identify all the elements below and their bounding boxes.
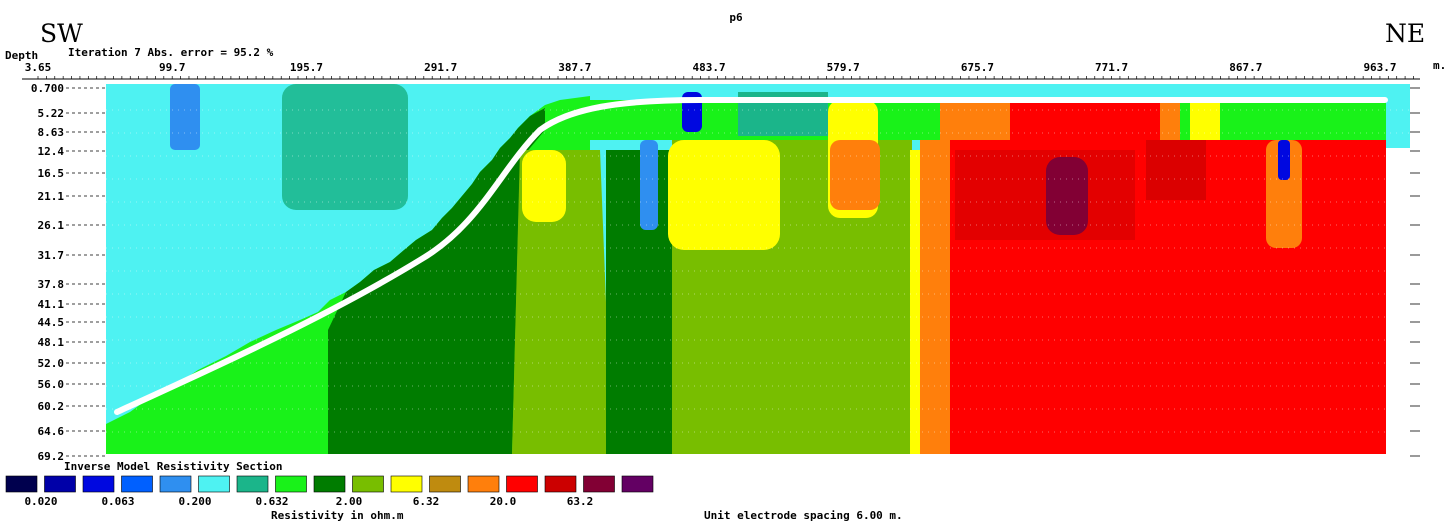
legend-swatch xyxy=(506,475,538,493)
zone-yellow-1 xyxy=(522,150,566,222)
zone-olive-1 xyxy=(512,150,612,454)
legend-swatch xyxy=(236,475,269,493)
legend-value-label: 63.2 xyxy=(567,495,594,508)
x-tick-label: 483.7 xyxy=(692,61,725,74)
legend-axis-label: Resistivity in ohm.m xyxy=(271,509,404,522)
legend-swatch xyxy=(467,475,500,493)
x-tick-label: 387.7 xyxy=(558,61,591,74)
unit-spacing-text: Unit electrode spacing 6.00 m. xyxy=(704,509,903,522)
depth-axis-label: Depth xyxy=(5,49,38,62)
y-tick-label: 52.0 xyxy=(38,357,65,370)
y-tick-label: 0.700 xyxy=(31,82,64,95)
legend-swatch xyxy=(390,475,423,493)
zone-blue-anomaly-1 xyxy=(640,140,658,230)
legend-swatch xyxy=(198,475,230,493)
y-tick-label: 60.2 xyxy=(38,400,65,413)
y-tick-label: 41.1 xyxy=(38,298,65,311)
x-axis-ticks xyxy=(37,76,1414,79)
x-tick-label: 867.7 xyxy=(1229,61,1262,74)
y-tick-label: 26.1 xyxy=(38,219,65,232)
y-tick-label: 69.2 xyxy=(38,450,65,463)
zone-teal-plume xyxy=(282,84,408,210)
zone-orange-2 xyxy=(1266,140,1302,248)
y-tick-label: 8.63 xyxy=(38,126,65,139)
legend-value-label: 0.632 xyxy=(255,495,288,508)
y-tick-label: 12.4 xyxy=(38,145,65,158)
legend-swatch xyxy=(5,475,38,493)
section-title: Inverse Model Resistivity Section xyxy=(64,460,283,473)
x-tick-label: 291.7 xyxy=(424,61,457,74)
legend-value-label: 2.00 xyxy=(336,495,363,508)
legend-value-label: 0.063 xyxy=(101,495,134,508)
x-tick-label: 963.7 xyxy=(1363,61,1396,74)
chart-title: p6 xyxy=(729,11,743,24)
legend-swatch xyxy=(583,475,615,493)
zone-surface-red xyxy=(1010,100,1160,140)
interpreted-boundary-line xyxy=(114,97,1388,415)
legend-value-label: 0.020 xyxy=(24,495,57,508)
zone-dark-green-column xyxy=(606,150,672,454)
y-tick-label: 56.0 xyxy=(38,378,65,391)
y-tick-label: 16.5 xyxy=(38,167,65,180)
legend-swatch xyxy=(621,475,654,493)
zone-yellow-4 xyxy=(1190,100,1220,140)
zone-orange-1 xyxy=(830,140,880,210)
y-tick-label: 21.1 xyxy=(38,190,65,203)
zone-white-right xyxy=(1386,148,1410,454)
x-tick-label: 771.7 xyxy=(1095,61,1128,74)
y-tick-label: 64.6 xyxy=(38,425,65,438)
y-axis-tick-labels: 0.700 5.22 8.63 12.4 16.5 21.1 26.1 31.7 37.8 41.… xyxy=(31,82,64,463)
zone-red-dark-1 xyxy=(955,150,1135,240)
zone-blue-anomaly-3 xyxy=(1278,140,1290,180)
direction-ne-label: NE xyxy=(1385,19,1425,48)
legend-swatch xyxy=(352,475,384,493)
x-tick-label: 99.7 xyxy=(159,61,186,74)
legend-swatch xyxy=(121,475,153,493)
zone-orange-strip xyxy=(920,140,952,454)
legend-value-label: 20.0 xyxy=(490,495,517,508)
zone-yellow-2 xyxy=(668,140,780,250)
x-tick-label: 579.7 xyxy=(827,61,860,74)
legend-value-label: 6.32 xyxy=(413,495,440,508)
x-tick-label: 675.7 xyxy=(961,61,994,74)
x-tick-label: 3.65 xyxy=(25,61,52,74)
legend-swatches xyxy=(5,475,654,493)
y-axis-ticks xyxy=(66,87,1420,457)
legend-swatch xyxy=(275,475,307,493)
x-unit-label: m. xyxy=(1433,59,1446,72)
legend-swatch xyxy=(82,475,115,493)
y-tick-label: 44.5 xyxy=(38,316,65,329)
x-tick-label: 195.7 xyxy=(290,61,323,74)
y-tick-label: 37.8 xyxy=(38,278,65,291)
direction-sw-label: SW xyxy=(40,19,83,48)
electrode-dot-grid xyxy=(106,109,1410,433)
zone-yellow-strip xyxy=(910,150,922,454)
legend-value-labels: 0.020 0.063 0.200 0.632 2.00 6.32 20.0 63.2 xyxy=(24,495,593,508)
x-axis-tick-labels: 3.65 99.7 195.7 291.7 387.7 483.7 579.7 675.7 77… xyxy=(25,61,1397,74)
y-tick-label: 48.1 xyxy=(38,336,65,349)
legend-swatch xyxy=(429,475,461,493)
legend-swatch xyxy=(544,475,577,493)
y-tick-label: 5.22 xyxy=(38,107,65,120)
zone-purple-anomaly xyxy=(1046,157,1088,235)
resistivity-section xyxy=(106,84,1410,454)
y-tick-label: 31.7 xyxy=(38,249,65,262)
legend-swatch xyxy=(159,475,192,493)
legend-swatch xyxy=(44,475,76,493)
iteration-text: Iteration 7 Abs. error = 95.2 % xyxy=(68,46,274,59)
zone-blue-plume xyxy=(170,84,200,150)
legend-swatch xyxy=(313,475,346,493)
legend-value-label: 0.200 xyxy=(178,495,211,508)
